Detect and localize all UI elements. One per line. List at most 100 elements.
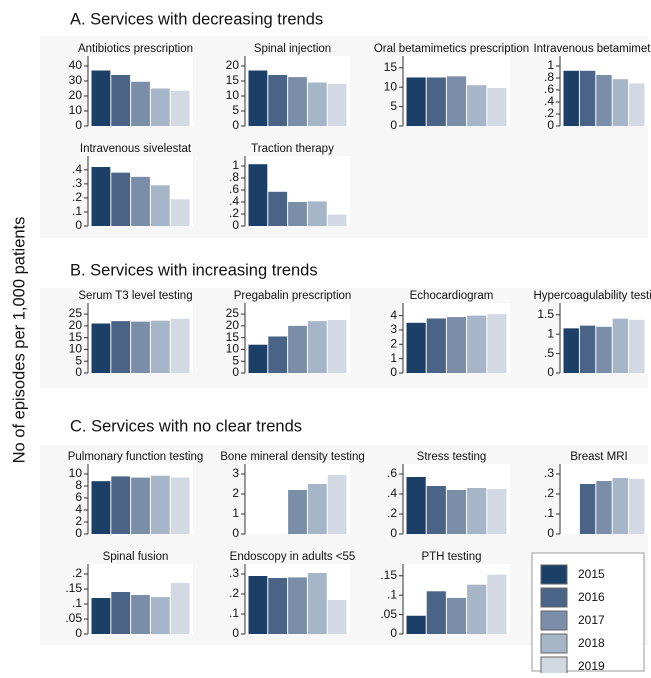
bar	[426, 486, 446, 534]
bar	[446, 490, 467, 534]
y-tick-label: .1	[387, 587, 397, 601]
y-tick-label: 20	[69, 88, 83, 102]
y-tick-label: .05	[65, 611, 82, 625]
bar	[150, 88, 170, 126]
y-tick-label: 0	[232, 526, 239, 540]
y-tick-label: .05	[380, 607, 397, 621]
bar	[596, 326, 612, 373]
y-tick-label: 0	[390, 365, 397, 379]
panel-title: Hypercoagulability testing	[533, 290, 651, 302]
bar	[91, 323, 111, 373]
bar	[131, 321, 150, 373]
y-tick-label: .3	[544, 466, 554, 480]
y-tick-label: 0	[75, 526, 82, 540]
y-tick-label: 30	[69, 73, 83, 87]
bar	[629, 83, 645, 126]
y-tick-label: 1	[232, 506, 239, 520]
bar	[327, 475, 347, 534]
y-tick-label: 5	[75, 353, 82, 367]
bar	[426, 77, 446, 126]
y-tick-label: .4	[72, 162, 82, 176]
bar	[487, 314, 507, 373]
bar	[406, 477, 426, 534]
y-tick-label: 5	[232, 353, 239, 367]
panel-title: Stress testing	[417, 451, 487, 463]
panel-title: Spinal injection	[254, 43, 331, 55]
y-tick-label: .2	[387, 506, 397, 520]
y-tick-label: 15	[69, 330, 83, 344]
panel-title: Pregabalin prescription	[234, 290, 352, 302]
y-tick-label: 40	[69, 58, 83, 72]
y-tick-label: 1	[390, 351, 397, 365]
bar	[629, 479, 645, 534]
bar	[288, 577, 307, 634]
y-tick-label: .1	[72, 204, 82, 218]
legend-swatch	[540, 656, 568, 677]
bar	[91, 70, 111, 126]
y-tick-label: 4	[75, 502, 82, 516]
y-tick-label: .4	[229, 194, 239, 208]
bar	[467, 315, 487, 373]
bar	[467, 488, 487, 534]
y-tick-label: 1	[547, 326, 554, 340]
y-tick-label: .15	[380, 568, 397, 582]
bar	[268, 336, 288, 373]
bar	[327, 319, 347, 373]
bar	[307, 573, 327, 634]
y-tick-label: .6	[387, 466, 397, 480]
y-tick-label: 0	[75, 118, 82, 132]
bar	[288, 77, 307, 126]
y-tick-label: 15	[226, 330, 240, 344]
y-tick-label: 0	[75, 365, 82, 379]
y-tick-label: 5	[232, 103, 239, 117]
bar	[248, 344, 268, 373]
bar	[111, 592, 131, 634]
legend-swatch	[540, 587, 568, 608]
y-tick-label: 0	[547, 118, 554, 132]
bar	[406, 77, 426, 126]
bar	[487, 489, 507, 534]
bar	[150, 597, 170, 634]
bar	[91, 598, 111, 634]
legend-swatch	[540, 564, 568, 585]
bar	[288, 490, 307, 534]
y-tick-label: .4	[387, 486, 397, 500]
y-tick-label: 10	[226, 342, 240, 356]
panel-title: Breast MRI	[570, 451, 628, 463]
y-tick-label: 2	[390, 336, 397, 350]
bar	[111, 476, 131, 534]
y-tick-label: 3	[390, 322, 397, 336]
bar	[426, 318, 446, 373]
bar	[307, 201, 327, 226]
bar	[248, 70, 268, 126]
panel-title: PTH testing	[421, 551, 481, 563]
y-tick-label: .3	[229, 566, 239, 580]
y-tick-label: 0	[390, 526, 397, 540]
bar	[579, 70, 596, 126]
bar	[307, 484, 327, 534]
bar	[487, 574, 507, 634]
y-tick-label: 4	[390, 308, 397, 322]
y-tick-label: .1	[229, 606, 239, 620]
panel-title: Antibiotics prescription	[78, 43, 193, 55]
bar	[170, 477, 190, 534]
bar	[170, 318, 190, 373]
y-tick-label: 6	[75, 490, 82, 504]
bar	[612, 318, 629, 373]
y-tick-label: .2	[72, 566, 82, 580]
bar	[111, 172, 131, 226]
section-title: B. Services with increasing trends	[70, 261, 318, 279]
legend-swatch	[540, 633, 568, 654]
y-tick-label: 0	[232, 365, 239, 379]
bar	[406, 322, 426, 373]
panel-title: Pulmonary function testing	[68, 451, 204, 463]
bar	[248, 576, 268, 634]
panel-title: Bone mineral density testing	[220, 451, 364, 463]
y-tick-label: .1	[544, 506, 554, 520]
y-tick-label: 20	[226, 58, 240, 72]
panel-title: Serum T3 level testing	[78, 290, 192, 302]
bar	[327, 214, 347, 226]
y-tick-label: .1	[72, 596, 82, 610]
y-tick-label: 0	[232, 218, 239, 232]
